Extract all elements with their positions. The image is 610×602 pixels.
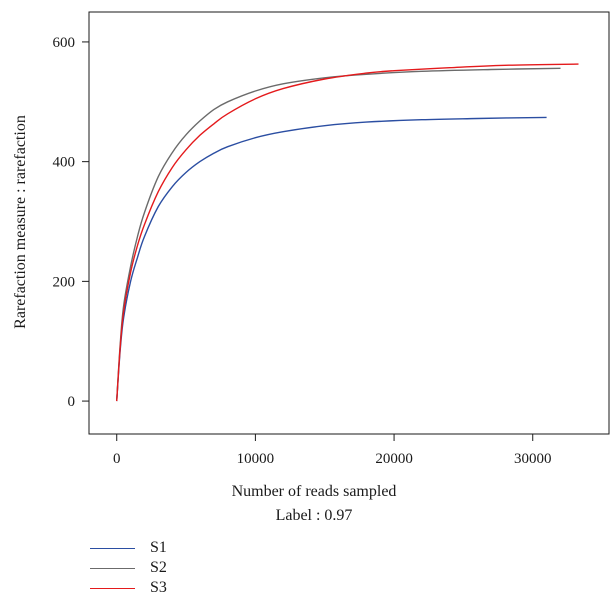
legend-swatch-s1	[90, 547, 135, 549]
x-tick-label: 0	[113, 451, 121, 467]
legend-item-s2: S2	[90, 558, 167, 578]
plot-frame	[88, 11, 610, 435]
legend-swatch-s3	[90, 587, 135, 589]
rarefaction-chart: 0 10000 20000 30000 0 200 400 600 Number of rea…	[12, 11, 610, 524]
x-axis-subtitle: Label : 0.97	[276, 507, 353, 524]
legend-swatch-s2	[90, 567, 135, 569]
y-tick-label: 0	[68, 394, 76, 410]
series-line-s3	[116, 63, 579, 402]
series-line-s1	[116, 116, 547, 402]
legend-label-s3: S3	[150, 579, 167, 596]
legend-label-s1: S1	[150, 539, 167, 556]
legend-label-s2: S2	[150, 559, 167, 576]
legend: S1 S2 S3	[90, 538, 167, 598]
y-tick-label: 200	[53, 274, 76, 290]
legend-item-s1: S1	[90, 538, 167, 558]
x-tick-label: 10000	[237, 451, 275, 467]
x-tick-label: 30000	[514, 451, 552, 467]
legend-item-s3: S3	[90, 578, 167, 598]
series-line-s2	[116, 67, 561, 402]
x-tick-label: 20000	[375, 451, 413, 467]
y-axis-title: Rarefaction measure : rarefaction	[12, 115, 29, 329]
y-tick-label: 600	[53, 35, 76, 51]
x-axis-title: Number of reads sampled	[232, 483, 397, 500]
y-tick-label: 400	[53, 155, 76, 171]
